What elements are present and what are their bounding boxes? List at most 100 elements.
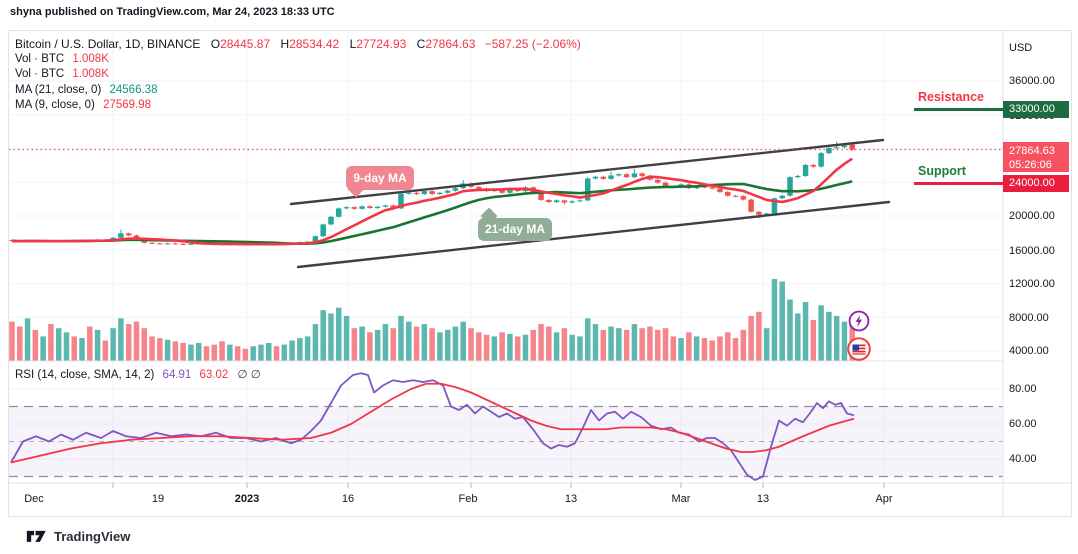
volume-bar bbox=[312, 324, 319, 361]
candle-body bbox=[577, 200, 583, 202]
published-attribution: shyna published on TradingView.com, Mar … bbox=[10, 6, 335, 18]
candle-body bbox=[725, 191, 731, 196]
volume-row-2[interactable]: Vol · BTC 1.008K bbox=[15, 68, 109, 83]
time-tick-label: Mar bbox=[671, 493, 691, 505]
candle-body bbox=[662, 182, 669, 187]
volume-bar bbox=[569, 334, 575, 361]
volume-bar bbox=[709, 340, 715, 361]
volume-value: 1.008K bbox=[72, 53, 109, 65]
lightning-icon[interactable] bbox=[848, 310, 870, 332]
volume-bar bbox=[367, 332, 373, 361]
volume-bar bbox=[79, 338, 85, 361]
last-price-badge: 27864.63 05:26:06 bbox=[1003, 142, 1069, 172]
candle-body bbox=[748, 199, 754, 212]
open-value: 28445.87 bbox=[220, 37, 271, 51]
candle-body bbox=[608, 175, 614, 179]
open-label: O bbox=[210, 37, 221, 51]
volume-bar bbox=[141, 328, 148, 361]
candle-body bbox=[336, 208, 342, 217]
rsi-tick-label: 80.00 bbox=[1009, 383, 1037, 395]
volume-bar bbox=[63, 332, 70, 361]
volume-label: Vol · BTC bbox=[15, 68, 65, 80]
candle-body bbox=[444, 190, 451, 193]
support-price-badge: 24000.00 bbox=[1003, 175, 1069, 192]
volume-bar bbox=[343, 315, 350, 361]
rsi-tick-label: 40.00 bbox=[1009, 453, 1037, 465]
volume-bar bbox=[802, 301, 809, 361]
candle-body bbox=[763, 213, 770, 215]
volume-bar bbox=[818, 305, 824, 361]
candle-body bbox=[351, 207, 358, 209]
resistance-label[interactable]: Resistance bbox=[918, 90, 985, 104]
volume-bar bbox=[118, 318, 124, 361]
volume-bar bbox=[608, 326, 614, 361]
volume-bar bbox=[826, 311, 832, 361]
volume-bar bbox=[9, 321, 15, 361]
volume-bar bbox=[491, 336, 498, 361]
symbol-row[interactable]: Bitcoin / U.S. Dollar, 1D, BINANCE O2844… bbox=[15, 37, 581, 52]
resistance-line[interactable] bbox=[914, 108, 1003, 111]
candle-body bbox=[810, 164, 817, 167]
chart-canvas[interactable] bbox=[9, 31, 1071, 516]
candle-body bbox=[141, 240, 148, 243]
change-value: −587.25 (−2.06%) bbox=[484, 37, 581, 51]
candle-body bbox=[787, 177, 793, 196]
volume-bar bbox=[273, 346, 280, 361]
candle-body bbox=[569, 201, 575, 203]
volume-bar bbox=[55, 328, 62, 361]
volume-bar bbox=[810, 320, 817, 361]
volume-bar bbox=[304, 336, 311, 361]
volume-bar bbox=[514, 336, 521, 361]
candle-body bbox=[328, 216, 334, 225]
candle-body bbox=[421, 191, 428, 195]
candle-body bbox=[538, 193, 544, 200]
us-flag-icon[interactable] bbox=[847, 337, 871, 361]
high-label: H bbox=[280, 37, 290, 51]
candle-body bbox=[600, 176, 607, 179]
volume-bar bbox=[647, 326, 653, 361]
candle-body bbox=[717, 188, 723, 192]
volume-bar bbox=[748, 315, 754, 361]
candle-body bbox=[312, 236, 319, 242]
volume-value: 1.008K bbox=[72, 68, 109, 80]
volume-bar bbox=[499, 332, 505, 361]
volume-bar bbox=[717, 336, 723, 361]
candle-body bbox=[833, 147, 840, 149]
volume-row-1[interactable]: Vol · BTC 1.008K bbox=[15, 53, 109, 68]
price-tick-label: 4000.00 bbox=[1009, 345, 1049, 357]
volume-bar bbox=[437, 332, 443, 361]
close-label: C bbox=[416, 37, 426, 51]
volume-bar bbox=[328, 313, 334, 361]
volume-bar bbox=[654, 329, 661, 361]
volume-bar bbox=[670, 336, 677, 361]
tradingview-brand: TradingView bbox=[54, 528, 131, 544]
support-label[interactable]: Support bbox=[918, 164, 966, 178]
candle-body bbox=[398, 193, 404, 209]
volume-bar bbox=[382, 324, 389, 361]
candle-body bbox=[125, 233, 132, 236]
volume-bar bbox=[40, 336, 46, 361]
ma21-callout[interactable]: 21-day MA bbox=[478, 218, 552, 241]
volume-bar bbox=[584, 318, 591, 361]
volume-bar bbox=[297, 338, 303, 361]
volume-bar bbox=[841, 321, 848, 361]
price-tick-label: 36000.00 bbox=[1009, 75, 1055, 87]
volume-bar bbox=[577, 336, 583, 361]
volume-bar bbox=[561, 328, 568, 361]
ma9-callout[interactable]: 9-day MA bbox=[346, 166, 414, 190]
ma21-row[interactable]: MA (21, close, 0) 24566.38 bbox=[15, 84, 157, 99]
tradingview-attribution[interactable]: TradingView bbox=[26, 526, 130, 546]
ma9-row[interactable]: MA (9, close, 0) 27569.98 bbox=[15, 99, 151, 114]
volume-bar bbox=[600, 329, 607, 361]
rsi-row[interactable]: RSI (14, close, SMA, 14, 2) 64.91 63.02 … bbox=[15, 367, 261, 382]
low-label: L bbox=[349, 37, 357, 51]
volume-bar bbox=[188, 344, 194, 361]
candle-body bbox=[343, 207, 350, 209]
volume-bar bbox=[693, 336, 700, 361]
time-tick-label: Apr bbox=[875, 493, 893, 505]
time-tick-label: 16 bbox=[341, 493, 355, 505]
support-line[interactable] bbox=[914, 182, 1003, 185]
volume-bar bbox=[250, 346, 256, 361]
candle-body bbox=[118, 233, 124, 238]
volume-bar bbox=[507, 333, 513, 361]
